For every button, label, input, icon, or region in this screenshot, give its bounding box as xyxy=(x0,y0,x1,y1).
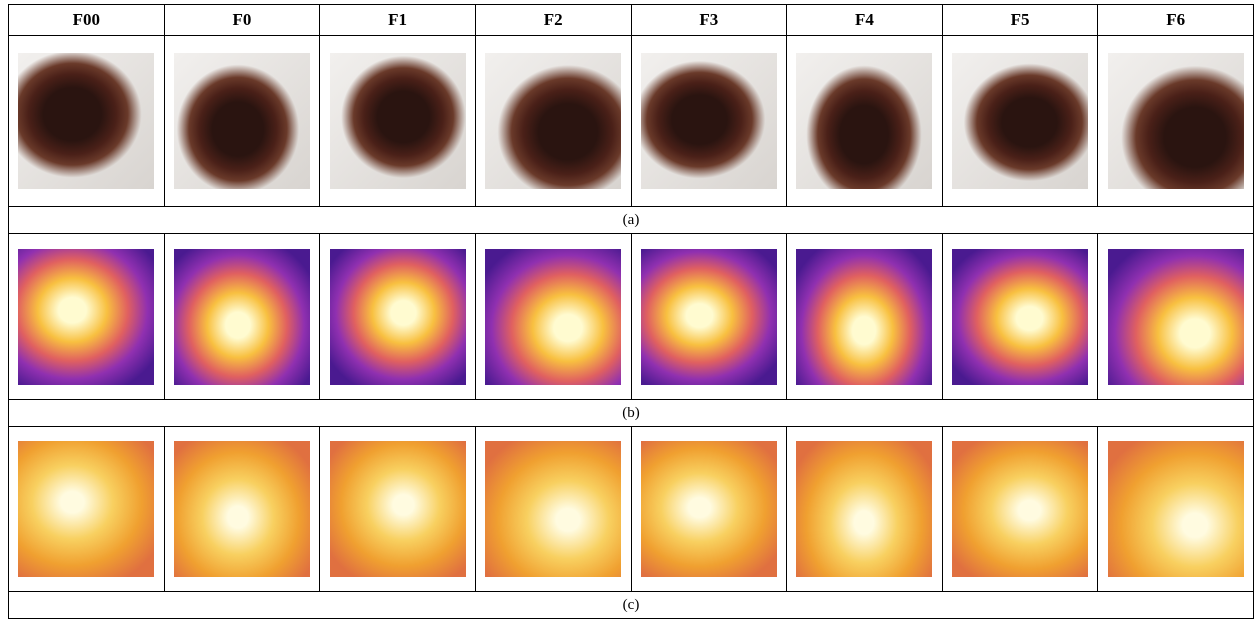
image xyxy=(641,53,777,189)
column-header: F00 xyxy=(9,5,165,36)
image xyxy=(641,441,777,577)
caption: (c) xyxy=(9,592,1254,619)
image xyxy=(1108,249,1244,385)
image-cell xyxy=(942,36,1098,207)
column-header: F6 xyxy=(1098,5,1254,36)
image-row xyxy=(9,427,1254,592)
column-header: F2 xyxy=(475,5,631,36)
image-cell xyxy=(1098,36,1254,207)
image-cell xyxy=(9,234,165,400)
image xyxy=(174,53,310,189)
image-cell xyxy=(475,36,631,207)
image-cell xyxy=(164,427,320,592)
image xyxy=(174,441,310,577)
image-cell xyxy=(787,36,943,207)
image xyxy=(18,441,154,577)
image xyxy=(952,53,1088,189)
column-header: F5 xyxy=(942,5,1098,36)
page: F00F0F1F2F3F4F5F6 (a)(b)(c) {"header": {… xyxy=(0,0,1256,617)
image-cell xyxy=(320,234,476,400)
image xyxy=(796,441,932,577)
image-cell xyxy=(9,36,165,207)
image-cell xyxy=(475,234,631,400)
caption: (b) xyxy=(9,400,1254,427)
image xyxy=(641,249,777,385)
column-header: F1 xyxy=(320,5,476,36)
image xyxy=(796,249,932,385)
image-cell xyxy=(631,36,787,207)
caption-row: (b) xyxy=(9,400,1254,427)
column-header: F0 xyxy=(164,5,320,36)
column-header: F3 xyxy=(631,5,787,36)
image xyxy=(1108,53,1244,189)
image-cell xyxy=(942,234,1098,400)
image xyxy=(952,441,1088,577)
image-cell xyxy=(1098,427,1254,592)
image-cell xyxy=(320,427,476,592)
image-cell xyxy=(631,234,787,400)
image xyxy=(330,441,466,577)
image-cell xyxy=(1098,234,1254,400)
image-cell xyxy=(631,427,787,592)
image-row xyxy=(9,36,1254,207)
image-cell xyxy=(164,36,320,207)
image-cell xyxy=(9,427,165,592)
image xyxy=(174,249,310,385)
image-cell xyxy=(475,427,631,592)
image xyxy=(952,249,1088,385)
image-cell xyxy=(942,427,1098,592)
image-cell xyxy=(787,234,943,400)
image-cell xyxy=(320,36,476,207)
image xyxy=(485,53,621,189)
image xyxy=(330,249,466,385)
image xyxy=(330,53,466,189)
image xyxy=(18,53,154,189)
caption-row: (a) xyxy=(9,207,1254,234)
caption-row: (c) xyxy=(9,592,1254,619)
image xyxy=(485,249,621,385)
image-cell xyxy=(164,234,320,400)
image xyxy=(796,53,932,189)
image xyxy=(1108,441,1244,577)
image xyxy=(18,249,154,385)
caption: (a) xyxy=(9,207,1254,234)
image-row xyxy=(9,234,1254,400)
image-cell xyxy=(787,427,943,592)
column-header: F4 xyxy=(787,5,943,36)
image xyxy=(485,441,621,577)
